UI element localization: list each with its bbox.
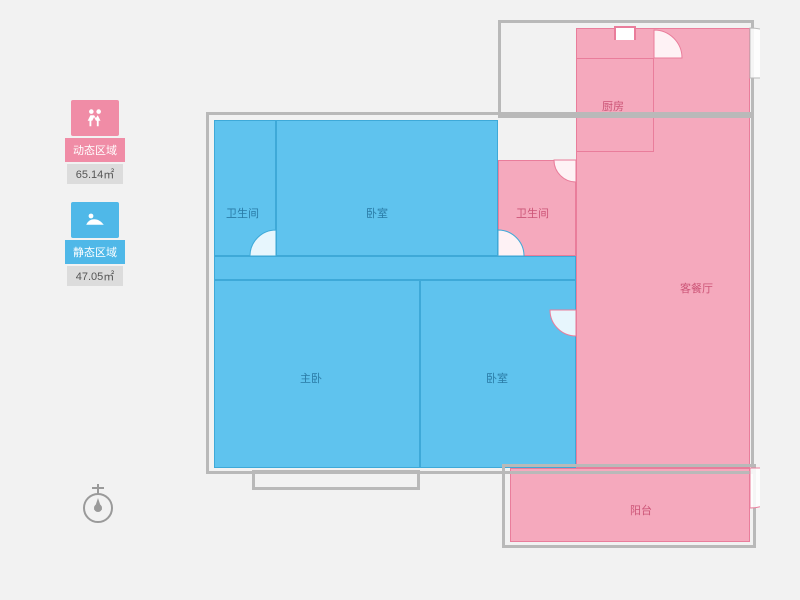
- legend-dynamic-area: 65.14㎡: [67, 164, 123, 184]
- static-zone-icon: [71, 202, 119, 238]
- legend-static-area: 47.05㎡: [67, 266, 123, 286]
- floor-plan: 客餐厅厨房卫生间阳台卫生间卧室主卧卧室: [200, 20, 760, 580]
- legend-dynamic-label: 动态区域: [65, 138, 125, 162]
- wall-outline-3: [252, 470, 420, 490]
- wall-outline-2: [502, 464, 756, 548]
- wall-outline-0: [206, 112, 754, 474]
- legend-static: 静态区域 47.05㎡: [60, 202, 130, 286]
- compass-icon: [78, 480, 118, 533]
- legend-static-label: 静态区域: [65, 240, 125, 264]
- legend-panel: 动态区域 65.14㎡ 静态区域 47.05㎡: [60, 100, 130, 304]
- legend-dynamic: 动态区域 65.14㎡: [60, 100, 130, 184]
- window-marker: [614, 26, 636, 40]
- dynamic-zone-icon: [71, 100, 119, 136]
